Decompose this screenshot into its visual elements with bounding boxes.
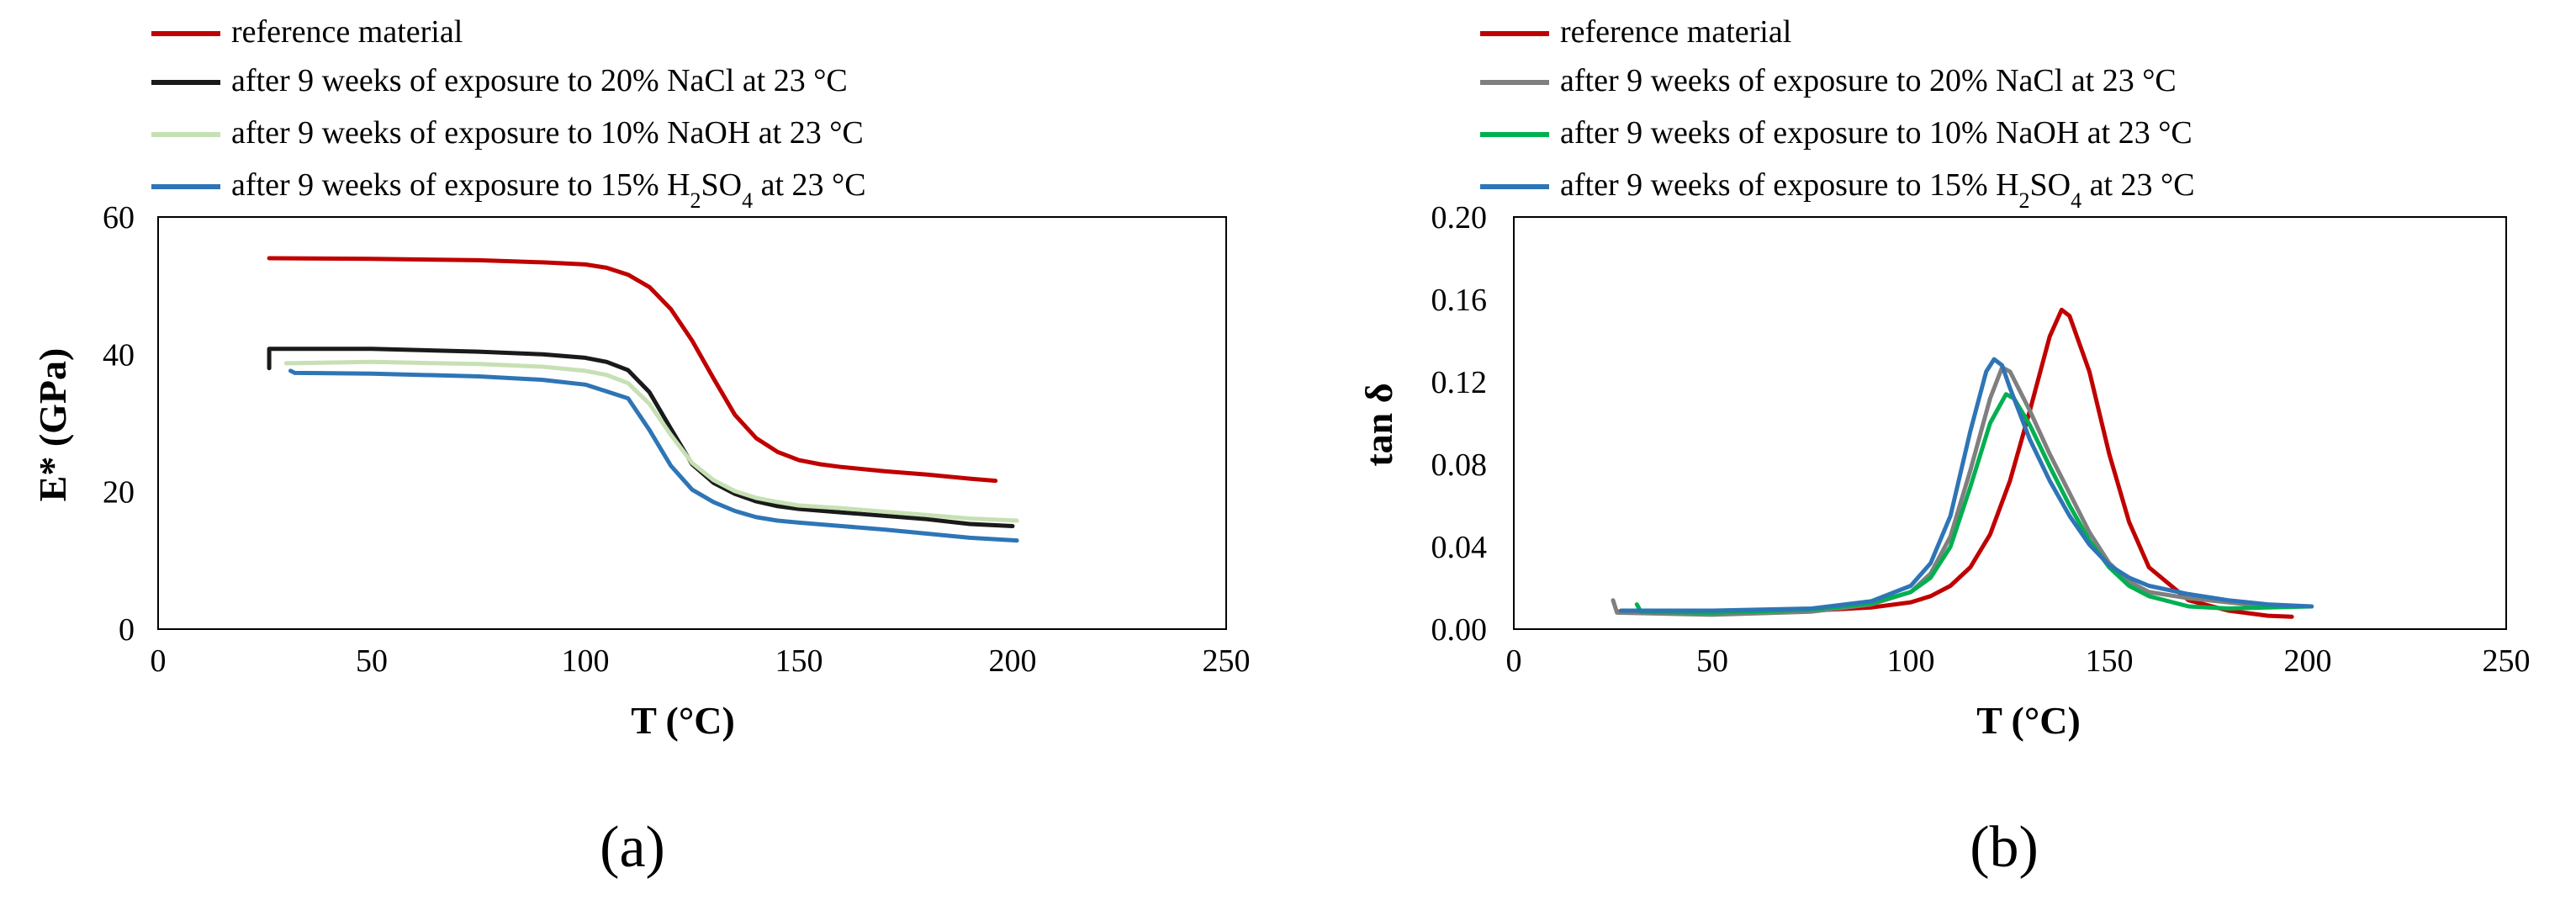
y-tick-label: 0.16 [1431,283,1488,318]
y-tick-label: 20 [103,475,135,511]
x-tick-label: 200 [989,643,1037,679]
series-group [1611,307,2314,619]
legend-label: after 9 weeks of exposure to 15% H2SO4 a… [231,167,866,213]
x-tick-label: 100 [1887,643,1935,679]
legend-entry: reference material [151,14,463,50]
series-group [267,256,1019,543]
series-line-2 [283,359,1019,523]
legend-label: after 9 weeks of exposure to 10% NaOH at… [231,115,864,151]
y-tick-label: 60 [103,200,135,236]
panel-label: (b) [1970,815,2039,880]
series-line-2 [1634,392,2314,615]
x-tick-label: 250 [2483,643,2531,679]
x-tick-label: 150 [2086,643,2134,679]
legend-entry: after 9 weeks of exposure to 15% H2SO4 a… [1480,167,2195,213]
panel-label: (a) [600,815,665,880]
y-tick-label: 0.20 [1431,200,1488,236]
x-tick-label: 150 [775,643,823,679]
x-tick-label: 0 [151,643,167,679]
panel-b: reference material after 9 weeks of expo… [1357,14,2531,880]
plot-frame [1513,216,2507,630]
x-tick-label: 200 [2284,643,2332,679]
legend-entry: after 9 weeks of exposure to 10% NaOH at… [151,115,864,151]
x-tick-label: 250 [1203,643,1251,679]
y-axis-label: E* (GPa) [31,348,74,502]
x-tick-labels: 0 50 100 150 200 250 [1506,643,2531,679]
legend-label: after 9 weeks of exposure to 20% NaCl at… [1560,63,2177,98]
legend-entry: reference material [1480,14,1791,50]
legend-label: reference material [1560,14,1791,50]
legend-label: after 9 weeks of exposure to 15% H2SO4 a… [1560,167,2195,213]
legend-entry: after 9 weeks of exposure to 15% H2SO4 a… [151,167,866,213]
y-tick-label: 0.04 [1431,530,1488,565]
x-tick-label: 0 [1506,643,1522,679]
y-tick-label: 0 [119,612,135,648]
legend-label: reference material [231,14,463,50]
x-tick-labels: 0 50 100 150 200 250 [151,643,1251,679]
x-tick-label: 50 [356,643,388,679]
plot-frame [157,216,1227,630]
legend-label: after 9 weeks of exposure to 10% NaOH at… [1560,115,2193,151]
series-line-3 [1618,357,2314,613]
legend-a: reference material after 9 weeks of expo… [151,14,866,213]
legend-entry: after 9 weeks of exposure to 10% NaOH at… [1480,115,2193,151]
series-line-3 [288,368,1019,543]
y-tick-labels: 0.00 0.04 0.08 0.12 0.16 0.20 [1431,200,1488,648]
series-line-0 [1615,307,2294,619]
legend-entry: after 9 weeks of exposure to 20% NaCl at… [151,63,848,98]
x-tick-label: 50 [1696,643,1728,679]
x-tick-label: 100 [562,643,610,679]
legend-label: after 9 weeks of exposure to 20% NaCl at… [231,63,848,98]
y-tick-labels: 0 20 40 60 [103,200,135,648]
y-tick-label: 0.00 [1431,612,1488,648]
series-line-0 [267,256,998,484]
y-tick-label: 0.08 [1431,447,1488,483]
x-axis-label: T (°C) [631,699,735,742]
legend-entry: after 9 weeks of exposure to 20% NaCl at… [1480,63,2177,98]
panel-a: reference material after 9 weeks of expo… [31,14,1251,880]
legend-b: reference material after 9 weeks of expo… [1480,14,2195,213]
y-tick-label: 0.12 [1431,365,1488,400]
x-axis-label: T (°C) [1976,699,2081,742]
y-tick-label: 40 [103,337,135,373]
y-axis-label: tan δ [1357,383,1400,466]
